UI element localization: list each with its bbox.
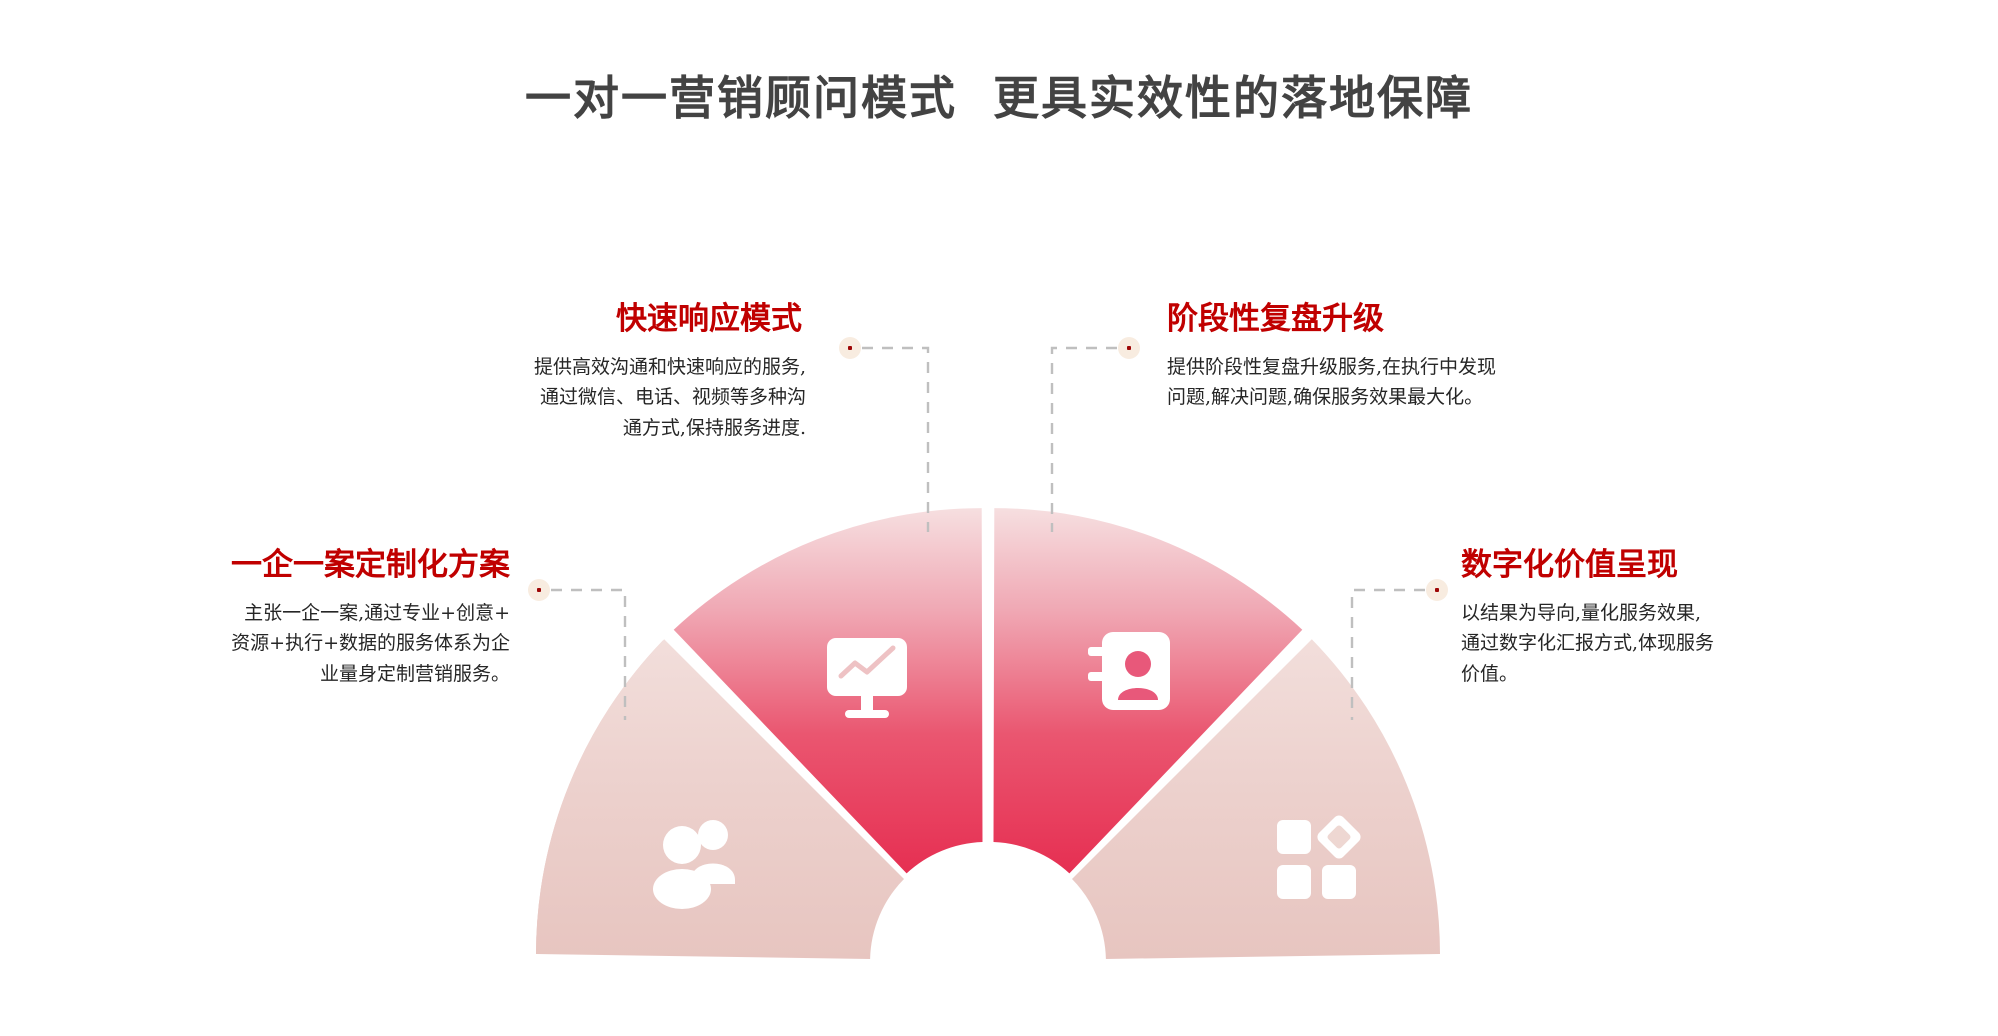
callout-title-custom-plan: 一企一案定制化方案 — [231, 547, 510, 583]
connector-digital-value — [1350, 588, 1425, 720]
callout-body-custom-plan: 主张一企一案,通过专业+创意+ 资源+执行+数据的服务体系为企 业量身定制营销服… — [231, 601, 510, 686]
blocks-grid-icon — [1277, 815, 1361, 899]
users-group-icon — [653, 820, 735, 909]
callout-body-digital-value: 以结果为导向,量化服务效果, 通过数字化汇报方式,体现服务 价值。 — [1461, 601, 1715, 686]
callout-title-digital-value: 数字化价值呈现 — [1461, 547, 1678, 583]
connector-phased-review — [1050, 346, 1117, 532]
contact-book-icon — [1088, 632, 1170, 710]
callout-digital-value: 数字化价值呈现 以结果为导向,量化服务效果, 通过数字化汇报方式,体现服务 价值… — [1461, 547, 1821, 690]
connector-dot-rapid-response — [839, 337, 861, 359]
connector-dot-custom-plan — [528, 579, 550, 601]
callout-custom-plan: 一企一案定制化方案 主张一企一案,通过专业+创意+ 资源+执行+数据的服务体系为… — [178, 547, 510, 690]
callout-title-rapid-response: 快速响应模式 — [616, 301, 802, 337]
callout-title-phased-review: 阶段性复盘升级 — [1167, 301, 1384, 337]
segment-lower-left — [673, 508, 983, 874]
segment-upper-right — [993, 508, 1303, 874]
segment-upper-left — [0, 0, 904, 959]
callout-rapid-response: 快速响应模式 提供高效沟通和快速响应的服务, 通过微信、电话、视频等多种沟 通方… — [486, 301, 806, 444]
connector-dot-phased-review — [1118, 337, 1140, 359]
callout-body-phased-review: 提供阶段性复盘升级服务,在执行中发现 问题,解决问题,确保服务效果最大化。 — [1167, 355, 1497, 409]
connector-dot-digital-value — [1426, 579, 1448, 601]
callout-body-rapid-response: 提供高效沟通和快速响应的服务, 通过微信、电话、视频等多种沟 通方式,保持服务进… — [533, 355, 806, 440]
callout-phased-review: 阶段性复盘升级 提供阶段性复盘升级服务,在执行中发现 问题,解决问题,确保服务效… — [1167, 301, 1587, 413]
connector-custom-plan — [551, 588, 627, 720]
monitor-chart-icon — [827, 638, 907, 718]
connector-rapid-response — [862, 346, 930, 532]
page-title: 一对一营销顾问模式 更具实效性的落地保障 — [524, 71, 1474, 125]
segment-lower-right — [1072, 639, 1440, 959]
